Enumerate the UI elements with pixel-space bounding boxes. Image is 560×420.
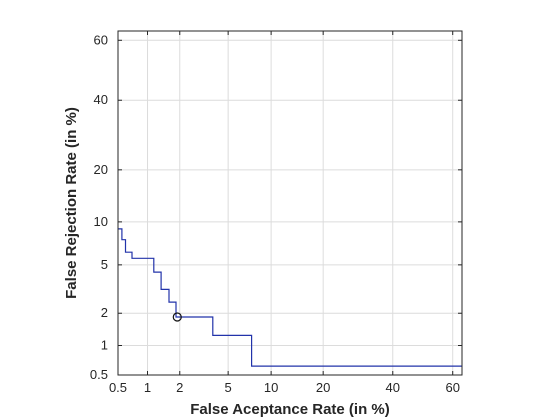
- y-tick-label: 40: [94, 92, 108, 107]
- x-tick-label: 10: [264, 380, 278, 395]
- x-axis-label: False Aceptance Rate (in %): [190, 401, 390, 418]
- x-tick-label: 2: [176, 380, 183, 395]
- x-tick-labels: 0.5 1 2 5 10 20 40 60: [109, 380, 460, 395]
- y-tick-label: 1: [101, 337, 108, 352]
- y-axis-label: False Rejection Rate (in %): [63, 107, 80, 299]
- eer-marker-circle: [172, 312, 182, 322]
- y-tick-label: 0.5: [90, 367, 108, 382]
- y-tick-label: 5: [101, 257, 108, 272]
- grid-lines: [117, 31, 462, 376]
- x-tick-label: 0.5: [109, 380, 127, 395]
- det-curve-line: [118, 228, 462, 367]
- y-tick-labels: 0.5 1 2 5 10 20 40 60: [90, 32, 108, 382]
- x-tick-label: 20: [316, 380, 330, 395]
- y-tick-label: 20: [94, 162, 108, 177]
- y-tick-label: 2: [101, 305, 108, 320]
- x-tick-label: 60: [445, 380, 459, 395]
- det-curve-group: [118, 228, 462, 367]
- x-tick-label: 1: [144, 380, 151, 395]
- x-tick-label: 5: [225, 380, 232, 395]
- y-tick-label: 60: [94, 32, 108, 47]
- x-tick-label: 40: [386, 380, 400, 395]
- plot-frame: [117, 30, 463, 376]
- y-tick-label: 10: [94, 214, 108, 229]
